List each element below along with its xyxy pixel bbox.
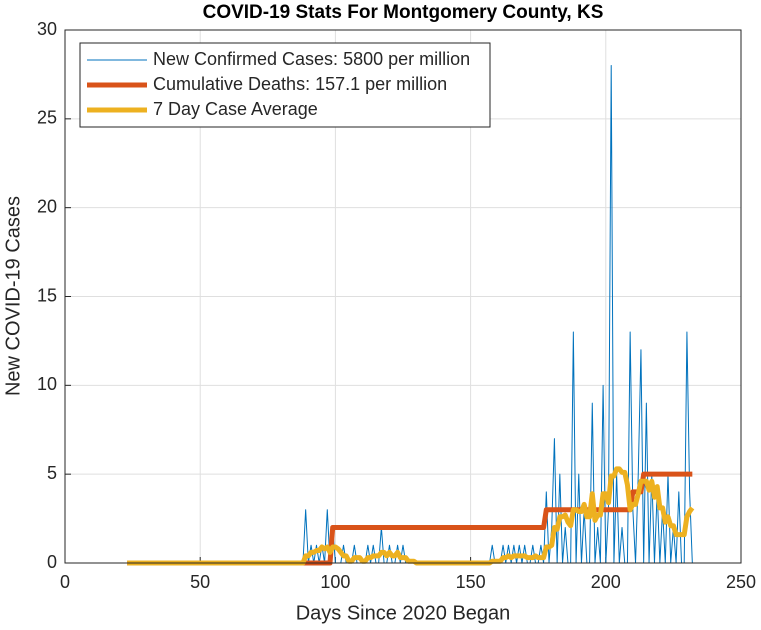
- y-tick-label: 15: [37, 285, 57, 305]
- x-tick-label: 50: [190, 572, 210, 592]
- x-tick-label: 100: [320, 572, 350, 592]
- y-tick-label: 5: [47, 463, 57, 483]
- x-axis-label: Days Since 2020 Began: [296, 602, 511, 624]
- legend-label: New Confirmed Cases: 5800 per million: [153, 49, 470, 69]
- y-tick-label: 20: [37, 196, 57, 216]
- x-tick-label: 0: [60, 572, 70, 592]
- axes-box: [64, 29, 742, 564]
- y-tick-label: 10: [37, 374, 57, 394]
- legend: New Confirmed Cases: 5800 per million Cum…: [79, 42, 491, 128]
- x-tick-label: 200: [591, 572, 621, 592]
- y-axis-label: New COVID-19 Cases: [2, 196, 24, 396]
- y-tick-label: 30: [37, 19, 57, 39]
- legend-label: 7 Day Case Average: [153, 99, 318, 119]
- x-tick-label: 250: [726, 572, 756, 592]
- x-tick-label: 150: [456, 572, 486, 592]
- chart-title: COVID-19 Stats For Montgomery County, KS: [203, 2, 604, 23]
- y-tick-label: 25: [37, 108, 57, 128]
- y-tick-label: 0: [47, 552, 57, 572]
- legend-label: Cumulative Deaths: 157.1 per million: [153, 74, 447, 94]
- legend-box: [79, 42, 491, 128]
